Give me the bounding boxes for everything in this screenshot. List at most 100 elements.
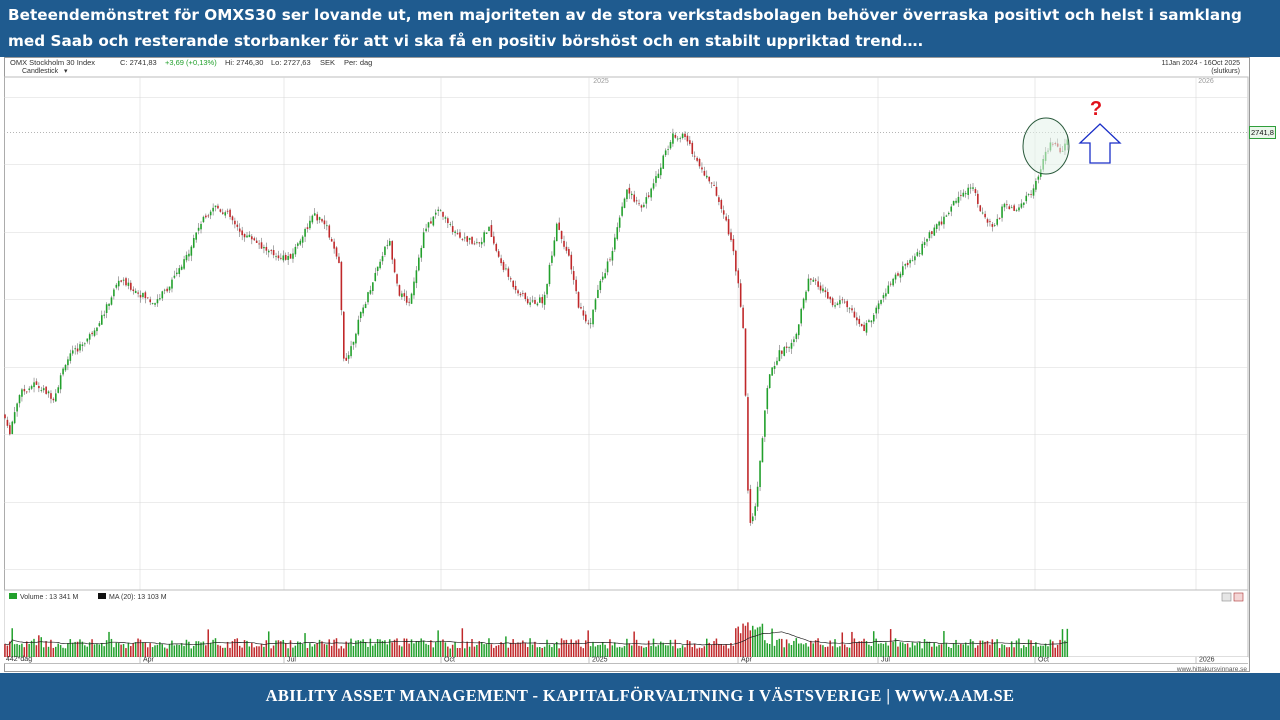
- volume-bar: [449, 648, 451, 657]
- candle: [546, 283, 548, 299]
- candle: [328, 224, 331, 240]
- candle: [217, 203, 219, 210]
- candle: [522, 290, 524, 297]
- candle: [1020, 199, 1023, 210]
- chart-type-label[interactable]: Candlestick: [22, 68, 59, 75]
- candle: [575, 276, 577, 295]
- candle: [62, 367, 64, 377]
- candle: [935, 223, 938, 233]
- volume-bar: [679, 647, 681, 657]
- volume-bar: [814, 640, 817, 657]
- volume-bar: [708, 642, 710, 657]
- volume-bar: [1013, 647, 1015, 657]
- volume-bar: [117, 643, 120, 657]
- candle: [333, 238, 335, 254]
- volume-bar: [345, 641, 347, 657]
- candle: [805, 290, 807, 303]
- volume-bar: [606, 648, 609, 657]
- candle: [614, 233, 616, 253]
- candle: [289, 253, 292, 259]
- volume-bar: [1047, 646, 1049, 657]
- volume-bar: [115, 642, 118, 657]
- volume-bar: [154, 645, 156, 657]
- volume-bar: [1020, 648, 1023, 657]
- candle: [834, 302, 836, 309]
- volume-bar: [667, 645, 669, 657]
- candle: [301, 235, 304, 248]
- volume-bar: [517, 642, 519, 657]
- volume-bar: [749, 630, 752, 657]
- volume-bar: [1035, 642, 1037, 657]
- panel-settings-icon[interactable]: [1221, 592, 1232, 602]
- candle: [425, 223, 427, 233]
- candle: [870, 320, 873, 328]
- volume-bar: [943, 631, 945, 657]
- volume-panel-buttons[interactable]: [1221, 592, 1244, 602]
- candle: [708, 176, 711, 184]
- candle: [64, 363, 67, 372]
- volume-bar: [1006, 647, 1008, 657]
- volume-bar: [205, 645, 207, 657]
- candle: [11, 420, 14, 435]
- volume-bar: [904, 644, 906, 657]
- candle: [117, 276, 120, 291]
- volume-bar: [885, 642, 887, 657]
- candle: [299, 238, 302, 246]
- candle: [580, 302, 582, 310]
- chart-type-dropdown-icon[interactable]: ▾: [64, 68, 68, 75]
- volume-bar: [120, 644, 122, 657]
- up-arrow-icon: [1078, 123, 1122, 164]
- candle: [800, 307, 802, 327]
- candle: [52, 397, 55, 403]
- volume-bar: [59, 645, 62, 657]
- candle: [701, 162, 703, 173]
- candle: [587, 319, 590, 326]
- volume-bar: [534, 641, 536, 657]
- volume-bar: [134, 642, 137, 657]
- candle: [313, 208, 316, 216]
- candle: [103, 310, 106, 319]
- volume-bar: [350, 638, 352, 657]
- candle: [933, 224, 936, 237]
- volume-bar: [570, 639, 572, 657]
- candle: [519, 291, 522, 298]
- candle: [267, 249, 270, 258]
- candle: [703, 166, 706, 177]
- volume-bar: [686, 640, 689, 657]
- volume-bar: [330, 645, 333, 657]
- volume-bar: [222, 647, 224, 657]
- volume-bar: [415, 641, 418, 657]
- candle: [577, 291, 580, 309]
- volume-bar: [698, 647, 701, 657]
- volume-bar: [192, 645, 195, 657]
- volume-bar: [161, 644, 163, 657]
- panel-close-icon[interactable]: [1233, 592, 1244, 602]
- candle: [1023, 202, 1025, 208]
- volume-bar: [575, 640, 577, 657]
- volume-bar: [940, 644, 943, 657]
- candle: [904, 263, 907, 270]
- candle: [265, 242, 268, 255]
- candle: [374, 267, 377, 282]
- volume-bar: [751, 625, 754, 657]
- volume-bar: [212, 639, 214, 657]
- candle: [676, 136, 679, 142]
- candle: [488, 226, 490, 232]
- volume-bar: [137, 638, 139, 657]
- candle: [960, 190, 962, 201]
- volume-bar: [793, 640, 795, 657]
- volume-bar: [1030, 640, 1032, 657]
- volume-bar: [69, 639, 72, 657]
- candle: [698, 157, 701, 169]
- candle: [744, 328, 747, 397]
- volume-bar: [524, 643, 526, 657]
- candle: [599, 279, 602, 294]
- candle: [229, 208, 231, 220]
- volume-bar: [880, 643, 882, 657]
- volume-bar: [529, 638, 531, 657]
- volume-bar: [166, 648, 168, 657]
- volume-bar: [703, 646, 706, 657]
- volume-bar: [396, 638, 398, 657]
- candle: [432, 215, 435, 227]
- watermark: www.hittakursvinnare.se: [1176, 666, 1247, 673]
